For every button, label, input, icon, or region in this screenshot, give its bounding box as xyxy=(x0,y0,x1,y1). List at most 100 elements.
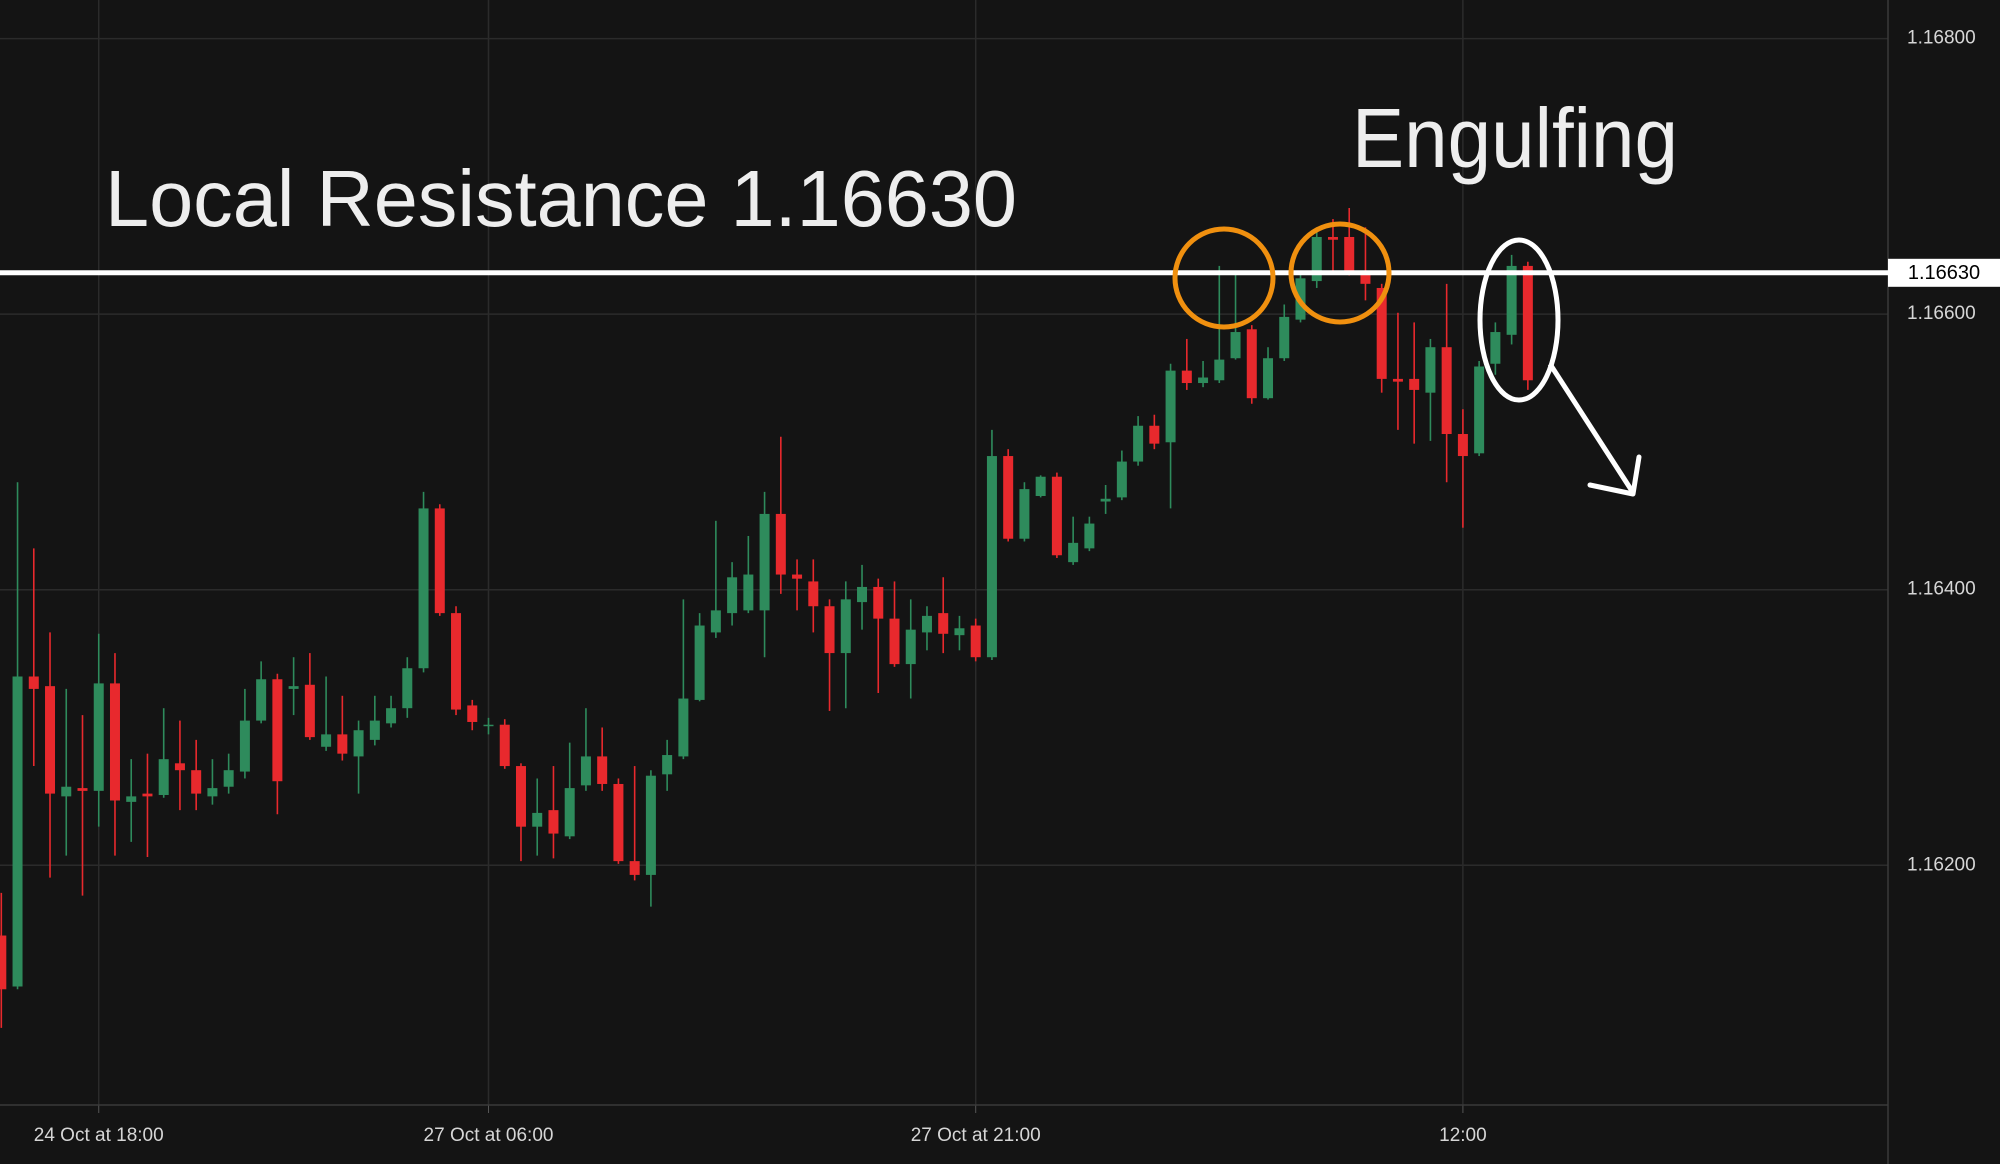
candle-body xyxy=(386,708,397,724)
candle-body xyxy=(499,724,510,767)
candle-body xyxy=(1246,329,1257,399)
candle-body xyxy=(743,574,754,611)
candle-body xyxy=(45,686,56,794)
candle-body xyxy=(1035,476,1046,497)
candle-body xyxy=(1263,358,1274,399)
candle-body xyxy=(921,615,932,633)
candle-body xyxy=(873,586,884,619)
candle-body xyxy=(109,683,120,801)
candle-body xyxy=(1019,489,1030,539)
candle-body xyxy=(678,698,689,757)
candle-body xyxy=(1230,332,1241,359)
candle-body xyxy=(174,763,185,771)
candle-body xyxy=(61,786,72,797)
highlight-circle xyxy=(1288,221,1392,325)
candle-body xyxy=(905,629,916,665)
candle-body xyxy=(1522,265,1533,381)
candle-body xyxy=(645,775,656,875)
overlay: 1.16630 xyxy=(0,258,2000,287)
candle-body xyxy=(158,759,169,795)
candle-body xyxy=(710,610,721,633)
arrow-head xyxy=(1587,454,1642,497)
candle-body xyxy=(1425,347,1436,393)
candle-body xyxy=(1409,378,1420,390)
candle-body xyxy=(1490,332,1501,364)
candle-body xyxy=(775,513,786,575)
engulfing-annotation: Engulfing xyxy=(1352,91,1678,185)
candle-body xyxy=(239,720,250,772)
candle-body xyxy=(1133,425,1144,462)
candle-body xyxy=(1392,378,1403,382)
candle-body xyxy=(694,625,705,700)
candle-body xyxy=(288,686,299,689)
candle-body xyxy=(434,508,445,614)
candle-body xyxy=(1149,425,1160,444)
highlight-ellipse xyxy=(1477,237,1561,403)
candle-body xyxy=(1116,461,1127,498)
candle-body xyxy=(451,613,462,710)
candle-body xyxy=(1198,377,1209,384)
candle-body xyxy=(1003,456,1014,539)
x-tick-label: 27 Oct at 06:00 xyxy=(424,1125,554,1146)
candle-body xyxy=(256,679,267,721)
x-tick-label: 12:00 xyxy=(1439,1125,1487,1146)
candle-body xyxy=(191,770,202,794)
candle-body xyxy=(1441,347,1452,435)
candle-body xyxy=(272,679,283,782)
candle-body xyxy=(792,574,803,579)
candle-body xyxy=(12,676,23,987)
candle-body xyxy=(1100,498,1111,502)
candle-body xyxy=(808,581,819,607)
candle-body xyxy=(337,734,348,754)
candle-body xyxy=(597,756,608,784)
candle-body xyxy=(126,796,137,802)
candle-body xyxy=(1165,370,1176,443)
candle-body xyxy=(515,766,526,827)
price-label-box xyxy=(1888,258,2000,287)
candle-body xyxy=(986,456,997,658)
candle-body xyxy=(938,613,949,634)
candle-body xyxy=(142,793,153,797)
candle-body xyxy=(1376,287,1387,379)
candle-body xyxy=(629,861,640,875)
candle-body xyxy=(548,810,559,834)
y-tick-label: 1.16400 xyxy=(1907,579,1976,600)
candle-body xyxy=(93,683,104,791)
candle-body xyxy=(1068,542,1079,563)
candles xyxy=(0,208,1533,1028)
candle-body xyxy=(223,770,234,787)
candle-body xyxy=(304,684,315,738)
candle-body xyxy=(418,508,429,669)
candle-body xyxy=(1214,359,1225,381)
candle-body xyxy=(662,755,673,775)
price-label: 1.16630 xyxy=(1908,262,1980,284)
candle-body xyxy=(954,628,965,636)
candle-body xyxy=(824,606,835,654)
candle-body xyxy=(1457,434,1468,457)
candle-body xyxy=(483,724,494,727)
candle-body xyxy=(1360,274,1371,284)
candle-body xyxy=(321,734,332,747)
candle-body xyxy=(580,756,591,786)
highlight-circle xyxy=(1172,226,1276,330)
candle-body xyxy=(1051,476,1062,556)
candle-body xyxy=(402,668,413,709)
candle-body xyxy=(1311,236,1322,282)
candle-body xyxy=(1279,316,1290,359)
resistance-annotation: Local Resistance 1.16630 xyxy=(105,154,1017,243)
candle-body xyxy=(1084,523,1095,549)
candle-body xyxy=(970,625,981,658)
candle-body xyxy=(0,935,7,990)
y-tick-label: 1.16600 xyxy=(1907,303,1976,324)
candle-body xyxy=(564,788,575,837)
candle-body xyxy=(77,788,88,791)
candle-body xyxy=(1474,366,1485,454)
candle-body xyxy=(857,586,868,603)
candle-body xyxy=(727,577,738,614)
candle-body xyxy=(1327,236,1338,240)
candle-body xyxy=(207,788,218,797)
candle-body xyxy=(28,676,39,689)
